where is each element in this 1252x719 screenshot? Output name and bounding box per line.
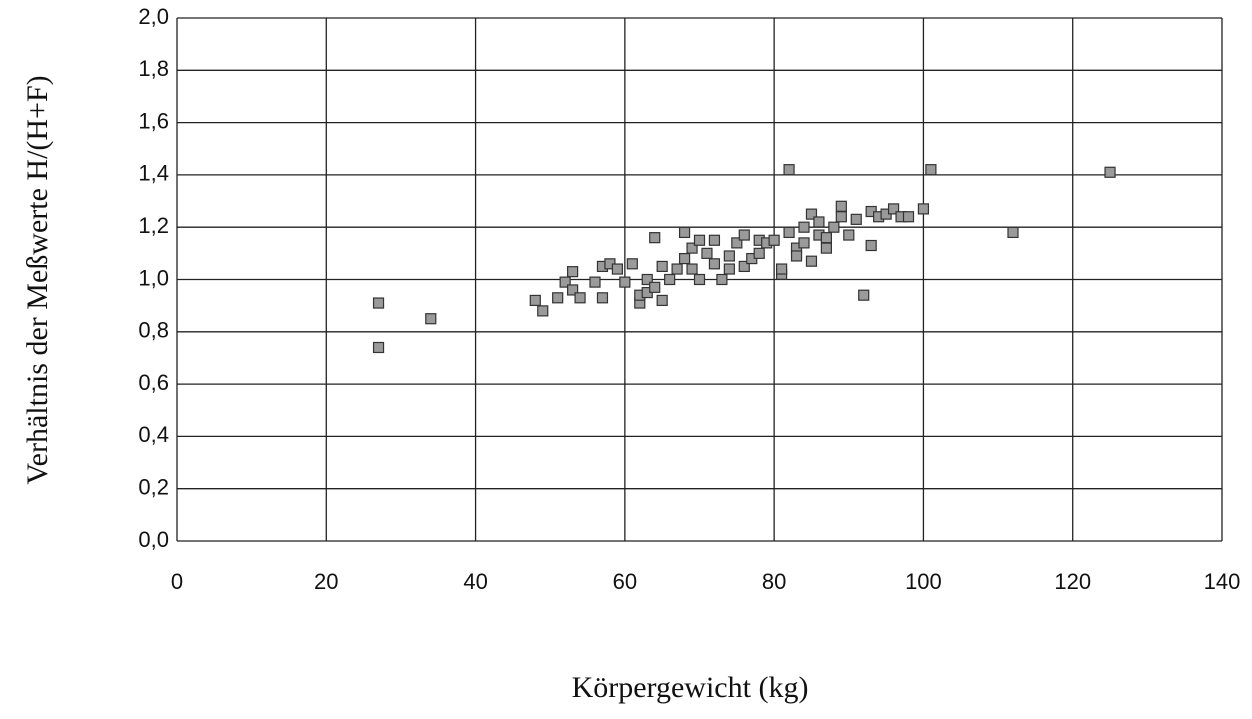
point (753, 247, 765, 259)
point (716, 273, 728, 286)
point (820, 232, 832, 244)
point (701, 247, 713, 259)
point (917, 203, 930, 215)
point (828, 221, 840, 233)
y-tick-label: 1,4 (138, 161, 169, 186)
point (783, 164, 795, 176)
x-axis-label: Körpergewicht (kg) (572, 671, 809, 704)
point (902, 211, 915, 223)
point (611, 263, 623, 275)
y-tick-label: 0,8 (138, 318, 169, 343)
x-tick-label: 0 (171, 569, 183, 594)
point (552, 292, 564, 304)
point (738, 229, 750, 241)
y-tick-label: 0,0 (138, 527, 169, 552)
x-tick-label: 100 (905, 569, 942, 594)
point (887, 203, 900, 215)
point (723, 263, 735, 275)
point (738, 260, 750, 273)
point (656, 294, 668, 307)
point (619, 276, 631, 288)
point (678, 226, 691, 239)
point (649, 232, 661, 244)
x-tick-label: 60 (613, 569, 637, 594)
y-tick-label: 1,2 (138, 213, 169, 238)
point (626, 258, 638, 270)
point (843, 229, 855, 241)
point (693, 234, 706, 246)
point (805, 208, 818, 220)
y-tick-label: 0,4 (138, 422, 169, 447)
point (589, 276, 601, 288)
x-tick-label: 120 (1054, 569, 1091, 594)
point (656, 260, 668, 273)
point (567, 266, 579, 278)
y-tick-label: 2,0 (138, 4, 169, 29)
point (768, 234, 780, 246)
point (425, 313, 437, 325)
point (678, 252, 691, 265)
y-axis-label: Verhältnis der Meßwerte H/(H+F) (21, 75, 54, 484)
x-tick-label: 20 (314, 569, 338, 594)
point (559, 276, 571, 288)
point (858, 289, 870, 301)
y-tick-label: 1,0 (138, 265, 169, 290)
point (783, 226, 795, 239)
point (664, 273, 676, 286)
point (641, 273, 653, 286)
point (686, 263, 698, 275)
point (723, 250, 735, 262)
point (813, 216, 825, 228)
point (776, 263, 788, 275)
y-tick-label: 0,6 (138, 370, 169, 395)
point (731, 237, 743, 249)
point (1007, 226, 1019, 239)
point (529, 294, 541, 307)
x-tick-label: 40 (463, 569, 487, 594)
point (925, 164, 937, 176)
point (708, 258, 721, 270)
point (372, 297, 385, 309)
point (693, 273, 706, 286)
point (686, 242, 698, 254)
point (835, 211, 847, 223)
point (798, 221, 810, 233)
x-tick-label: 140 (1204, 569, 1241, 594)
y-tick-label: 1,6 (138, 108, 169, 133)
point (537, 305, 549, 317)
point (835, 200, 847, 212)
point (596, 292, 609, 304)
point (671, 263, 683, 275)
point (850, 213, 862, 225)
point (649, 281, 661, 293)
y-tick-label: 0,2 (138, 475, 169, 500)
y-tick-label: 1,8 (138, 56, 169, 81)
x-tick-label: 80 (762, 569, 786, 594)
point (567, 284, 579, 296)
point (574, 292, 586, 304)
point (790, 250, 803, 262)
point (1104, 166, 1116, 178)
point (372, 341, 385, 354)
point (805, 255, 818, 267)
point (798, 237, 810, 249)
point (820, 242, 832, 254)
point (865, 239, 877, 252)
point (708, 234, 721, 246)
